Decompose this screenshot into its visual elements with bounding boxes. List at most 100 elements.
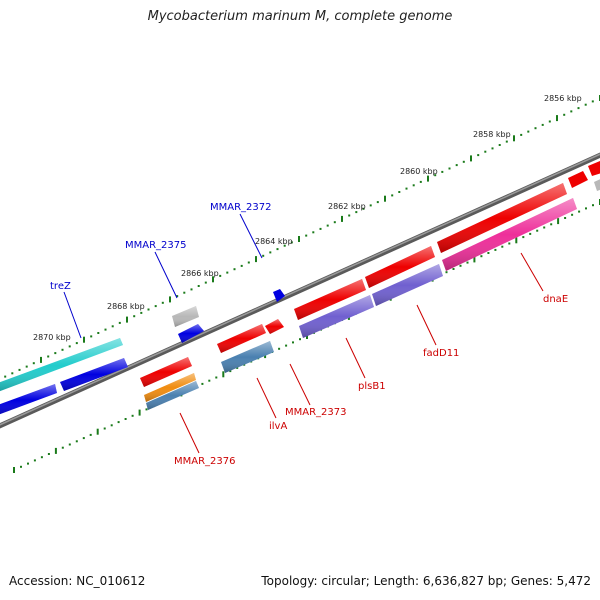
- ruler-minor-tick: [233, 268, 236, 271]
- ruler-minor-tick: [4, 375, 7, 378]
- map-title: Mycobacterium marinum M, complete genome: [147, 9, 453, 24]
- ruler-major-tick: [470, 155, 472, 162]
- ruler-minor-tick: [441, 170, 444, 173]
- ruler-major-tick: [96, 428, 99, 435]
- ruler-minor-tick: [190, 288, 193, 291]
- gene-feature-shine: [372, 264, 443, 306]
- ruler-minor-tick: [459, 264, 462, 267]
- ruler-minor-tick: [161, 301, 164, 304]
- ruler-minor-tick: [548, 120, 551, 123]
- ruler-minor-tick: [90, 335, 93, 338]
- ruler-minor-tick: [147, 308, 150, 311]
- ruler-minor-tick: [571, 213, 574, 216]
- ruler-major-tick: [255, 256, 257, 263]
- label-leaders: [63, 213, 544, 454]
- ruler-major-tick: [473, 256, 476, 263]
- ruler-major-tick: [222, 371, 225, 378]
- gene-label-fadD11[interactable]: fadD11: [423, 348, 459, 359]
- ruler-major-tick: [384, 195, 386, 202]
- gene-label-plsB1[interactable]: plsB1: [358, 381, 386, 392]
- ruler-minor-tick: [20, 465, 22, 468]
- gene-feature-shine: [144, 373, 196, 402]
- gene-feature-red[interactable]: [568, 171, 588, 188]
- ruler-minor-tick: [215, 376, 218, 379]
- ruler-minor-tick: [104, 328, 107, 331]
- ruler-minor-tick: [97, 332, 100, 334]
- ruler-minor-tick: [89, 433, 92, 436]
- ruler-minor-tick: [462, 160, 465, 163]
- ruler-minor-tick: [247, 261, 250, 264]
- ruler-minor-tick: [534, 127, 537, 130]
- gene-label-MMAR_2376[interactable]: MMAR_2376: [174, 456, 236, 467]
- ruler-minor-tick: [27, 462, 29, 465]
- ruler-major-tick: [83, 336, 85, 343]
- ruler-minor-tick: [236, 366, 239, 369]
- kbp-ruler-outer: [4, 95, 600, 378]
- ruler-minor-tick: [455, 164, 458, 167]
- ruler-minor-tick: [47, 453, 50, 455]
- gene-label-dnaE[interactable]: dnaE: [543, 294, 568, 305]
- gene-feature-shine: [172, 306, 199, 327]
- gene-label-ilvA[interactable]: ilvA: [269, 421, 287, 432]
- ruler-minor-tick: [117, 421, 120, 424]
- ruler-minor-tick: [18, 368, 21, 371]
- ruler-minor-tick: [484, 150, 487, 153]
- ruler-minor-tick: [405, 187, 408, 190]
- ruler-minor-tick: [262, 254, 265, 257]
- ruler-minor-tick: [283, 244, 286, 247]
- ruler-minor-tick: [434, 174, 437, 177]
- gene-feature-shine: [365, 246, 435, 288]
- gene-label-treZ[interactable]: treZ: [50, 281, 71, 292]
- ruler-minor-tick: [276, 248, 279, 251]
- gene-feature-shine: [60, 358, 128, 391]
- ruler-minor-tick: [305, 234, 308, 237]
- ruler-minor-tick: [550, 223, 553, 226]
- gene-feature-grey[interactable]: [594, 177, 600, 191]
- ruler-minor-tick: [491, 147, 494, 150]
- ruler-minor-tick: [505, 140, 508, 143]
- tick-label: 2866 kbp: [181, 269, 219, 278]
- gene-feature-shine: [0, 384, 57, 415]
- ruler-minor-tick: [176, 295, 179, 298]
- gene-features[interactable]: [0, 159, 600, 416]
- ruler-minor-tick: [240, 264, 243, 267]
- ruler-minor-tick: [563, 113, 566, 116]
- ruler-minor-tick: [25, 365, 28, 368]
- ruler-minor-tick: [54, 352, 57, 355]
- ruler-minor-tick: [541, 123, 544, 126]
- ruler-minor-tick: [536, 229, 539, 232]
- ruler-minor-tick: [32, 362, 35, 365]
- ruler-minor-tick: [312, 231, 315, 234]
- ruler-minor-tick: [75, 440, 78, 443]
- ruler-minor-tick: [348, 214, 351, 217]
- gene-label-MMAR_2372[interactable]: MMAR_2372: [210, 202, 272, 213]
- ruler-minor-tick: [226, 271, 229, 274]
- gene-feature-MMAR_2372[interactable]: [273, 289, 285, 302]
- ruler-minor-tick: [208, 379, 211, 382]
- ruler-minor-tick: [299, 338, 301, 341]
- gene-label-MMAR_2375[interactable]: MMAR_2375: [125, 240, 187, 251]
- gene-feature-red[interactable]: [588, 159, 600, 176]
- ruler-minor-tick: [219, 274, 222, 277]
- ruler-minor-tick: [584, 103, 587, 106]
- ruler-minor-tick: [494, 248, 497, 251]
- ruler-minor-tick: [11, 372, 14, 375]
- ruler-minor-tick: [355, 211, 358, 214]
- gene-label-MMAR_2373[interactable]: MMAR_2373: [285, 407, 347, 418]
- ruler-minor-tick: [140, 311, 143, 314]
- ruler-minor-tick: [398, 191, 401, 193]
- ruler-minor-tick: [201, 382, 204, 385]
- ruler-minor-tick: [33, 459, 36, 462]
- ruler-minor-tick: [333, 221, 336, 224]
- ruler-minor-tick: [543, 226, 546, 229]
- ruler-minor-tick: [131, 414, 134, 417]
- ruler-major-tick: [513, 135, 515, 142]
- genome-backbone: [0, 152, 600, 429]
- ruler-minor-tick: [577, 107, 580, 110]
- ruler-minor-tick: [61, 446, 64, 449]
- ruler-minor-tick: [448, 167, 451, 170]
- ruler-major-tick: [169, 296, 171, 303]
- gene-feature-shine: [265, 319, 284, 334]
